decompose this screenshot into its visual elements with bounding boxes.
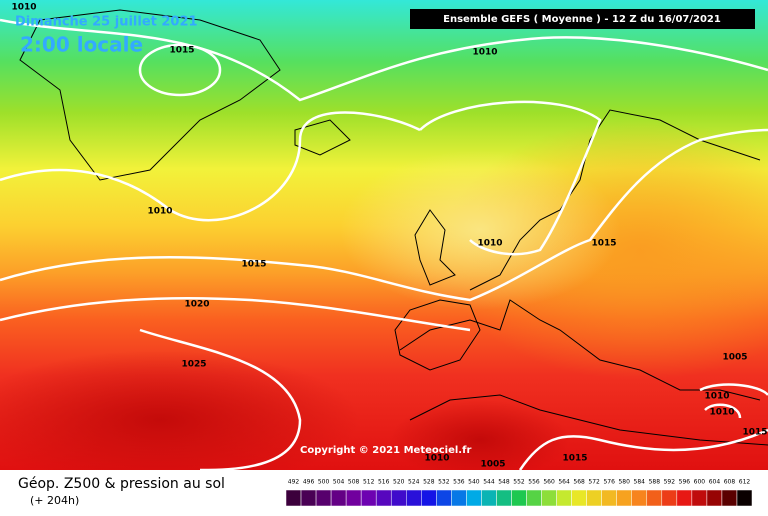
legend-label: 556	[528, 479, 540, 486]
isobar-label: 1010	[472, 48, 497, 58]
legend-label: 516	[378, 479, 390, 486]
legend-label: 492	[288, 479, 300, 486]
legend-label: 524	[408, 479, 420, 486]
legend-label: 596	[679, 479, 691, 486]
legend-label: 512	[363, 479, 375, 486]
isobar-label: 1020	[184, 300, 209, 310]
legend-label: 612	[739, 479, 751, 486]
legend-label: 536	[453, 479, 465, 486]
legend-label: 552	[513, 479, 525, 486]
legend-swatch	[586, 489, 602, 507]
legend-label: 600	[694, 479, 706, 486]
isobar-label: 1010	[704, 392, 729, 402]
isobar-label: 1005	[722, 353, 747, 363]
legend-swatch	[481, 489, 497, 507]
legend-swatch	[526, 489, 542, 507]
isobar-label-layer: 1010 1015 1010 1010 1010 1015 1015 1020 1025 1015…	[11, 3, 767, 470]
field-zone	[390, 400, 570, 480]
isobars	[0, 18, 768, 472]
legend-swatch	[661, 489, 678, 507]
isobar-label: 1025	[181, 360, 206, 370]
legend-swatch	[721, 489, 738, 507]
legend-swatch	[691, 489, 708, 507]
date-label: Dimanche 25 juillet 2021	[15, 15, 198, 30]
legend-swatch	[345, 489, 362, 507]
isobar-label: 1015	[742, 428, 767, 438]
isobar-label: 1010	[424, 454, 449, 464]
legend-label: 496	[303, 479, 315, 486]
model-box	[410, 9, 755, 29]
field-zone	[0, 350, 360, 490]
legend-swatch	[631, 489, 648, 507]
legend-swatch	[556, 489, 572, 507]
footer-lead: (+ 204h)	[30, 494, 79, 507]
legend-swatch	[390, 489, 407, 507]
legend-swatch	[421, 489, 437, 507]
legend-swatch	[706, 489, 723, 507]
coastlines	[19, 9, 768, 446]
color-legend: 492 496 500 504 508 512 516 520 524 528 532 536 540 5…	[285, 479, 753, 507]
legend-label: 528	[423, 479, 435, 486]
map	[0, 0, 768, 490]
legend-swatch	[466, 489, 482, 507]
legend-label: 560	[543, 479, 555, 486]
legend-label: 508	[348, 479, 360, 486]
model-label: Ensemble GEFS ( Moyenne ) - 12 Z du 16/0…	[443, 14, 721, 25]
legend-label: 604	[709, 479, 721, 486]
legend-label: 572	[588, 479, 600, 486]
isobar-label: 1010	[709, 408, 734, 418]
isobar-label: 1010	[477, 239, 502, 249]
legend-label: 588	[649, 479, 661, 486]
isobar-label: 1015	[169, 46, 194, 56]
legend-swatch	[315, 489, 332, 507]
legend-label: 540	[468, 479, 480, 486]
legend-label: 584	[634, 479, 646, 486]
legend-label: 544	[483, 479, 495, 486]
legend-swatch	[360, 489, 377, 507]
legend-swatch	[436, 489, 452, 507]
legend-swatch	[736, 489, 753, 507]
legend-swatch	[646, 489, 663, 507]
legend-label: 500	[318, 479, 330, 486]
isobar-label: 1015	[591, 239, 616, 249]
legend-label: 592	[664, 479, 676, 486]
legend-swatch	[496, 489, 512, 507]
legend-swatch	[375, 489, 392, 507]
legend-swatch	[330, 489, 347, 507]
legend-label: 532	[438, 479, 450, 486]
legend-label: 568	[573, 479, 585, 486]
legend-label: 576	[603, 479, 615, 486]
isobar-label: 1010	[11, 3, 36, 13]
legend-label: 608	[724, 479, 736, 486]
legend-swatch	[300, 489, 317, 507]
footer-title: Géop. Z500 & pression au sol	[18, 476, 225, 492]
legend-swatch	[676, 489, 693, 507]
isobar-label: 1015	[241, 260, 266, 270]
isobar-label: 1015	[562, 454, 587, 464]
legend-label: 564	[558, 479, 570, 486]
legend-label: 580	[618, 479, 630, 486]
legend-swatch	[601, 489, 617, 507]
legend-label: 504	[333, 479, 345, 486]
time-label: 2:00 locale	[20, 33, 143, 57]
legend-swatch	[511, 489, 527, 507]
legend-label: 520	[393, 479, 405, 486]
isobar-label: 1010	[147, 207, 172, 217]
field-zone	[340, 150, 620, 310]
legend-swatch	[616, 489, 632, 507]
legend-swatch	[451, 489, 467, 507]
copyright: Copyright © 2021 Meteociel.fr	[300, 445, 471, 456]
legend-swatch	[571, 489, 587, 507]
legend-swatch	[541, 489, 557, 507]
legend-label: 548	[498, 479, 510, 486]
legend-swatch	[285, 489, 302, 507]
legend-swatch	[406, 489, 422, 507]
isobar-label: 1005	[480, 460, 505, 470]
